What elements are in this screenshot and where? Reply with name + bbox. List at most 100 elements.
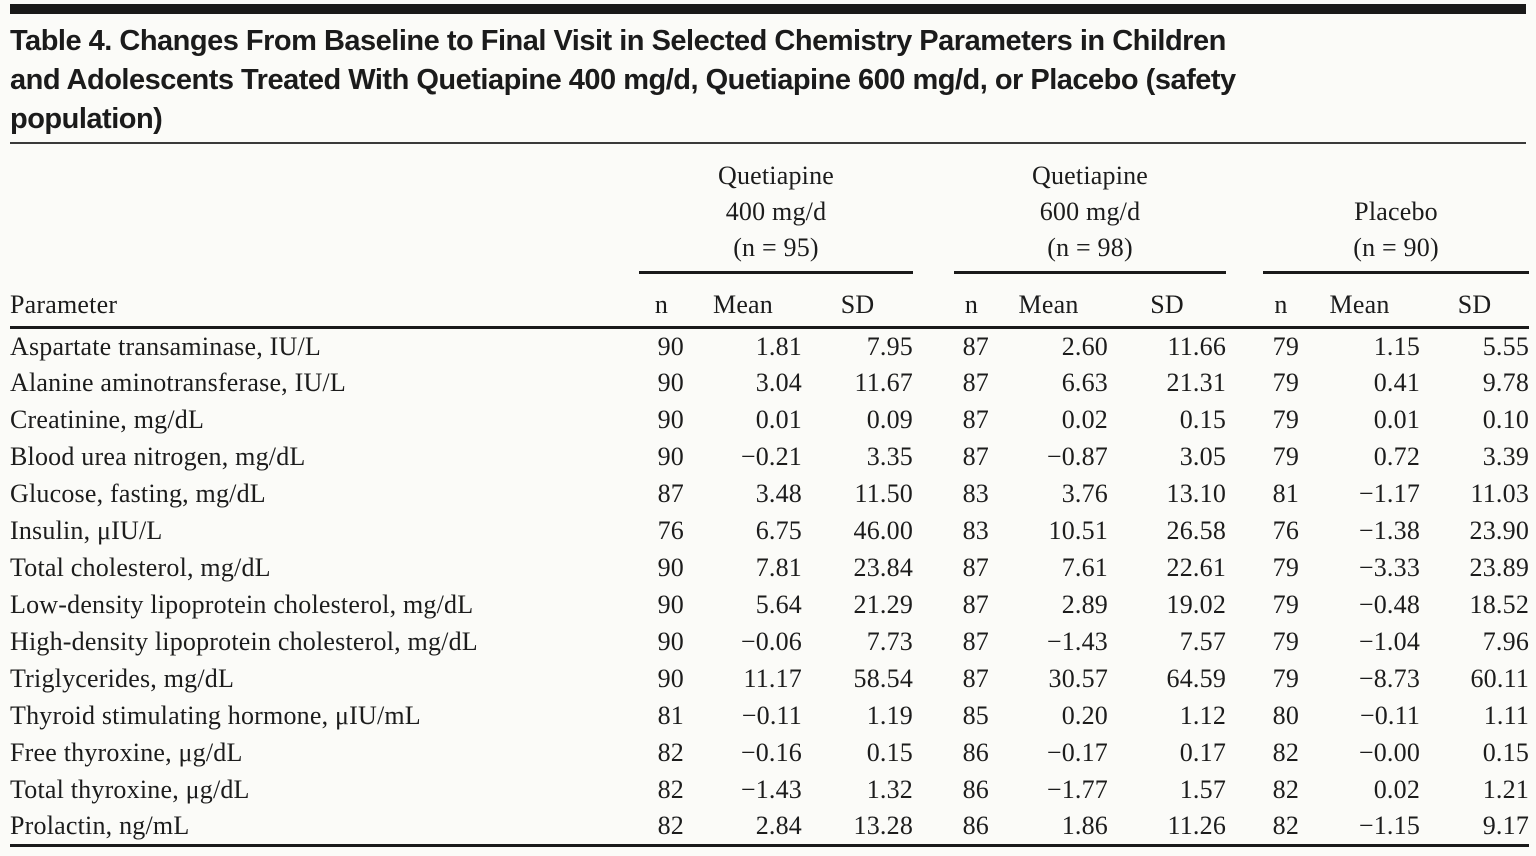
value-cell: −1.43 (1046, 627, 1109, 656)
value-cell: 21.29 (853, 590, 914, 619)
value-cell: 2.84 (755, 811, 802, 841)
table-row: Insulin, μIU/L 76 6.75 46.00 83 10.51 26… (10, 513, 1529, 550)
parameter-cell: Creatinine, mg/dL (10, 405, 205, 434)
value-cell: 5.55 (1482, 331, 1530, 361)
value-cell: 2.60 (1061, 331, 1109, 361)
value-cell: 1.81 (755, 331, 802, 361)
parameter-cell: Blood urea nitrogen, mg/dL (10, 442, 306, 471)
table-row: Thyroid stimulating hormone, μIU/mL 81 −… (10, 698, 1529, 735)
value-cell: −1.43 (740, 775, 802, 804)
value-cell: 64.59 (1166, 664, 1227, 693)
value-cell: 87 (962, 590, 990, 619)
value-cell: 1.57 (1179, 775, 1227, 804)
value-cell: 79 (1272, 664, 1300, 693)
column-spacer (913, 365, 954, 402)
value-cell: 6.75 (755, 516, 802, 545)
value-cell: 87 (962, 627, 990, 656)
value-cell: −1.38 (1358, 516, 1421, 545)
value-cell: 0.02 (1061, 405, 1109, 434)
value-cell: 90 (657, 368, 684, 397)
value-cell: 3.35 (866, 442, 914, 471)
value-cell: 0.10 (1482, 405, 1530, 434)
parameter-cell: Triglycerides, mg/dL (10, 664, 235, 693)
column-spacer (913, 587, 954, 624)
group-header-placebo: Placebo (n = 90) (1263, 158, 1530, 274)
value-cell: 85 (962, 701, 990, 730)
parameter-cell: High-density lipoprotein cholesterol, mg… (10, 627, 478, 656)
value-cell: 3.76 (1061, 479, 1109, 508)
parameter-cell: Total cholesterol, mg/dL (10, 553, 271, 582)
value-cell: 83 (962, 479, 990, 508)
column-spacer (913, 624, 954, 661)
value-cell: 82 (1272, 738, 1300, 767)
value-cell: 82 (657, 775, 684, 804)
column-spacer (1226, 698, 1263, 735)
parameter-cell: Thyroid stimulating hormone, μIU/mL (10, 701, 421, 730)
value-cell: 1.32 (866, 775, 914, 804)
value-cell: 46.00 (853, 516, 914, 545)
column-spacer (1226, 402, 1263, 439)
value-cell: 90 (657, 331, 684, 361)
parameter-cell: Glucose, fasting, mg/dL (10, 479, 266, 508)
value-cell: 7.95 (866, 331, 914, 361)
column-spacer (1226, 365, 1263, 402)
value-cell: 58.54 (853, 664, 914, 693)
column-spacer (1226, 328, 1263, 365)
table-row: Aspartate transaminase, IU/L 90 1.81 7.9… (10, 328, 1529, 365)
table-row: Triglycerides, mg/dL 90 11.17 58.54 87 3… (10, 661, 1529, 698)
value-cell: 1.15 (1373, 331, 1421, 361)
value-cell: 26.58 (1166, 516, 1227, 545)
value-cell: 30.57 (1048, 664, 1109, 693)
group-line: 600 mg/d (1039, 197, 1141, 226)
value-cell: 23.90 (1469, 516, 1530, 545)
column-spacer (1226, 272, 1264, 329)
mean-column-header: Mean (1299, 272, 1421, 329)
value-cell: 1.11 (1483, 701, 1530, 730)
value-cell: 79 (1272, 405, 1300, 434)
table-title: Table 4. Changes From Baseline to Final … (10, 22, 1526, 144)
value-cell: 1.12 (1179, 701, 1227, 730)
value-cell: 90 (657, 627, 684, 656)
value-cell: 0.15 (866, 738, 914, 767)
value-cell: 81 (1272, 479, 1300, 508)
title-line: and Adolescents Treated With Quetiapine … (10, 64, 1236, 96)
value-cell: 9.17 (1482, 811, 1530, 841)
value-cell: 87 (962, 368, 990, 397)
n-column-header: n (639, 272, 684, 329)
value-cell: 87 (962, 553, 990, 582)
column-spacer (913, 272, 955, 329)
column-spacer (913, 809, 954, 846)
parameter-cell: Free thyroxine, μg/dL (10, 738, 243, 767)
value-cell: 5.64 (755, 590, 802, 619)
top-rule-bar (10, 4, 1526, 14)
value-cell: −0.17 (1046, 738, 1109, 767)
value-cell: 86 (962, 738, 990, 767)
value-cell: −0.06 (740, 627, 802, 656)
value-cell: 13.28 (853, 811, 914, 841)
group-line: (n = 98) (1047, 233, 1133, 262)
value-cell: 86 (962, 775, 990, 804)
value-cell: −1.17 (1358, 479, 1421, 508)
value-cell: 9.78 (1482, 368, 1530, 397)
value-cell: 7.81 (755, 553, 802, 582)
column-spacer (913, 439, 954, 476)
table-row: Creatinine, mg/dL 90 0.01 0.09 87 0.02 0… (10, 402, 1529, 439)
group-line: (n = 90) (1353, 233, 1439, 262)
value-cell: −0.87 (1046, 442, 1109, 471)
value-cell: 79 (1272, 442, 1300, 471)
column-spacer (1226, 735, 1263, 772)
value-cell: 7.57 (1179, 627, 1227, 656)
column-spacer (1226, 587, 1263, 624)
value-cell: 19.02 (1166, 590, 1227, 619)
value-cell: 0.41 (1373, 368, 1421, 397)
value-cell: 83 (962, 516, 990, 545)
value-cell: −0.11 (741, 701, 802, 730)
group-line: Quetiapine (717, 161, 835, 190)
value-cell: 90 (657, 553, 684, 582)
table-row: Free thyroxine, μg/dL 82 −0.16 0.15 86 −… (10, 735, 1529, 772)
mean-column-header: Mean (989, 272, 1109, 329)
value-cell: 79 (1272, 590, 1300, 619)
value-cell: 21.31 (1166, 368, 1227, 397)
value-cell: 22.61 (1166, 553, 1227, 582)
value-cell: 0.17 (1179, 738, 1227, 767)
